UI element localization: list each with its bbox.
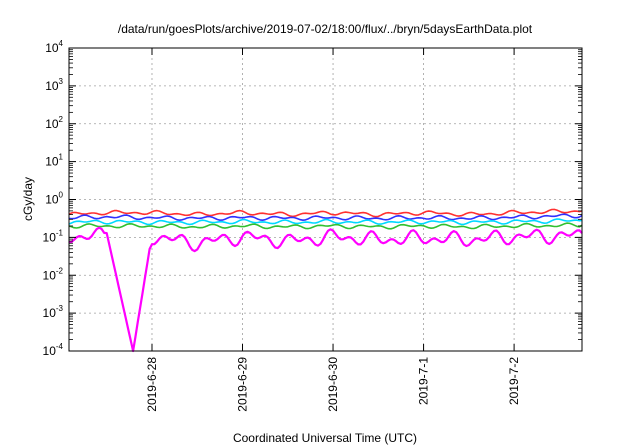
x-tick-label: 2019-6-29 [236,357,250,412]
y-tick-label: 102 [45,115,63,131]
x-axis-title: Coordinated Universal Time (UTC) [233,431,417,445]
series-line [68,222,583,230]
y-tick-label: 100 [45,191,63,207]
series-group [68,208,583,353]
x-tick-label: 2019-7-2 [507,357,521,405]
y-tick-label: 10-2 [43,266,64,282]
axis-ticks [69,47,582,352]
x-tick-label: 2019-6-28 [145,357,159,412]
series-line [68,218,583,226]
y-axis-title: cGy/day [21,177,35,221]
y-tick-label: 10-1 [43,228,64,244]
y-axis-labels: 10-4 10-3 10-2 10-1 100 101 102 103 104 [43,39,64,358]
y-tick-label: 10-4 [43,342,64,358]
y-tick-label: 10-3 [43,304,64,320]
y-tick-label: 101 [45,153,63,169]
chart-title: /data/run/goesPlots/archive/2019-07-02/1… [118,22,533,36]
x-tick-label: 2019-6-30 [326,357,340,412]
series-line [68,208,583,218]
grid [69,48,582,351]
series-line [68,213,583,221]
y-tick-label: 104 [45,39,63,55]
x-axis-labels: 2019-6-28 2019-6-29 2019-6-30 2019-7-1 2019-… [145,357,521,412]
series-line [68,226,583,353]
x-tick-label: 2019-7-1 [417,357,431,405]
y-tick-label: 103 [45,77,63,93]
